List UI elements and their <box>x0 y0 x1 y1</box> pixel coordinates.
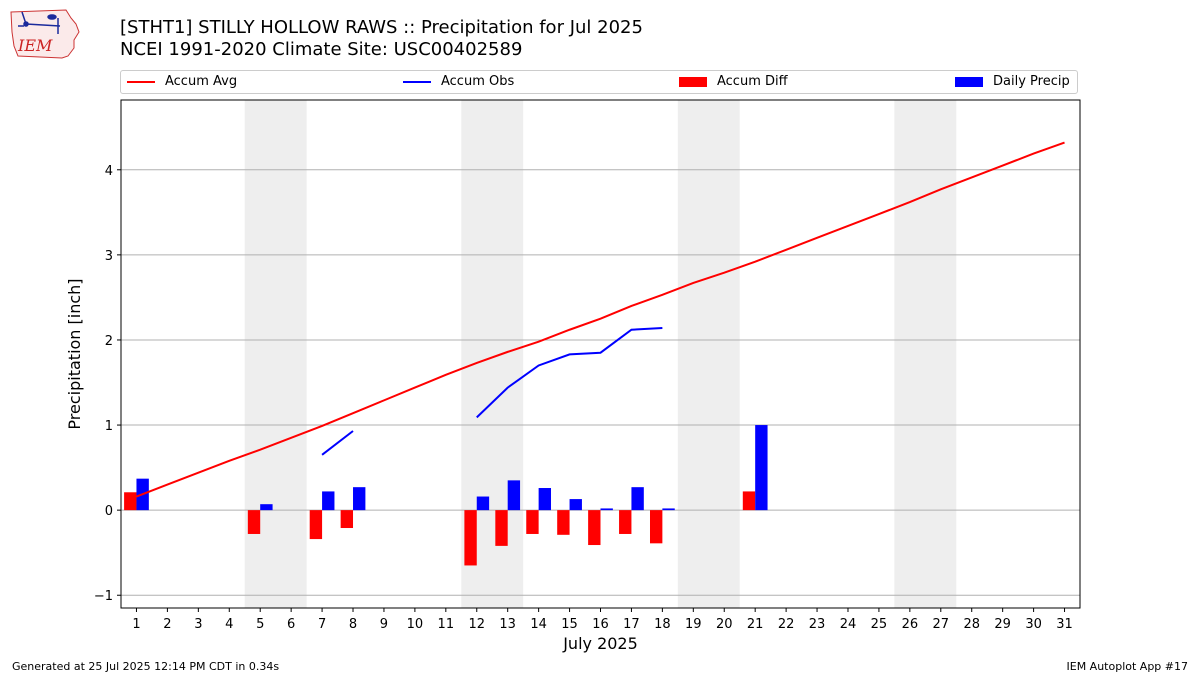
x-tick-label: 19 <box>685 617 702 632</box>
x-tick-label: 20 <box>716 617 733 632</box>
accum-diff-bar <box>309 510 323 540</box>
x-tick-label: 13 <box>499 617 516 632</box>
x-tick-label: 5 <box>256 617 264 632</box>
x-tick-label: 8 <box>349 617 357 632</box>
legend-swatch-daily-precip <box>955 76 983 87</box>
accum-diff-bar <box>619 510 632 534</box>
daily-precip-bar <box>662 508 675 511</box>
y-tick-label: −1 <box>94 589 113 604</box>
accum-diff-bar <box>742 491 756 511</box>
x-tick-label: 22 <box>778 617 795 632</box>
legend-item-accum-avg: Accum Avg <box>127 74 237 89</box>
accum-avg-line <box>136 141 1065 498</box>
x-tick-label: 27 <box>933 617 950 632</box>
legend-swatch-accum-avg <box>127 80 155 83</box>
x-tick-label: 15 <box>561 617 578 632</box>
accum-diff-bar <box>649 510 663 544</box>
accum-diff-bar <box>495 510 508 546</box>
legend-label-accum-avg: Accum Avg <box>165 74 238 89</box>
x-tick-label: 18 <box>654 617 671 632</box>
x-tick-label: 2 <box>163 617 171 632</box>
x-tick-label: 25 <box>871 617 888 632</box>
x-tick-label: 31 <box>1056 617 1073 632</box>
daily-precip-bar <box>476 496 490 511</box>
weekend-band-2 <box>677 100 740 608</box>
accum-diff-bar <box>247 510 261 534</box>
x-tick-label: 1 <box>132 617 140 632</box>
accum-diff-bar <box>464 510 477 566</box>
accum-diff-bar <box>588 510 601 546</box>
legend-label-accum-diff: Accum Diff <box>717 74 788 89</box>
x-tick-label: 12 <box>468 617 485 632</box>
daily-precip-bar <box>569 499 582 511</box>
accum-obs-line <box>476 327 663 419</box>
accum-obs-line <box>321 430 354 456</box>
x-tick-label: 28 <box>963 617 980 632</box>
x-tick-label: 30 <box>1025 617 1042 632</box>
x-tick-label: 11 <box>438 617 455 632</box>
weather-station-icon <box>18 11 61 34</box>
x-axis-label: July 2025 <box>562 634 638 653</box>
x-tick-label: 17 <box>623 617 640 632</box>
y-tick-label: 1 <box>105 419 113 434</box>
accum-diff-bar <box>557 510 570 535</box>
x-tick-label: 24 <box>840 617 857 632</box>
x-tick-label: 29 <box>994 617 1011 632</box>
accum-diff-bar <box>340 510 354 529</box>
legend-item-daily-precip: Daily Precip <box>955 74 1070 89</box>
logo-text: IEM <box>17 36 53 55</box>
chart-subtitle: NCEI 1991-2020 Climate Site: USC00402589 <box>120 39 523 60</box>
iem-logo: IEM <box>10 9 80 59</box>
footer-app: IEM Autoplot App #17 <box>1066 660 1189 673</box>
legend-swatch-accum-diff <box>679 76 707 87</box>
accum-diff-bar <box>526 510 539 534</box>
x-tick-label: 10 <box>407 617 424 632</box>
x-tick-label: 6 <box>287 617 295 632</box>
y-tick-label: 3 <box>105 249 113 264</box>
y-tick-label: 0 <box>105 504 113 519</box>
x-tick-label: 14 <box>530 617 547 632</box>
daily-precip-bar <box>631 487 644 511</box>
lines <box>136 141 1065 498</box>
x-tick-label: 7 <box>318 617 326 632</box>
legend-label-daily-precip: Daily Precip <box>993 74 1070 89</box>
legend-label-accum-obs: Accum Obs <box>441 74 515 89</box>
chart-title: [STHT1] STILLY HOLLOW RAWS :: Precipitat… <box>120 17 643 38</box>
daily-precip-bar <box>507 480 521 511</box>
y-axis-label: Precipitation [inch] <box>65 278 84 429</box>
weekend-band-3 <box>894 100 957 608</box>
x-tick-label: 3 <box>194 617 202 632</box>
x-tick-label: 23 <box>809 617 826 632</box>
footer-generated: Generated at 25 Jul 2025 12:14 PM CDT in… <box>12 660 280 673</box>
daily-precip-bar <box>353 487 366 511</box>
daily-precip-bar <box>260 504 273 511</box>
daily-precip-bar <box>755 425 768 511</box>
x-tick-label: 16 <box>592 617 609 632</box>
legend-item-accum-obs: Accum Obs <box>403 74 514 89</box>
x-tick-label: 4 <box>225 617 233 632</box>
legend-swatch-accum-obs <box>403 80 431 83</box>
iowa-state-outline <box>10 9 80 59</box>
x-tick-label: 9 <box>380 617 388 632</box>
daily-precip-bar <box>600 508 613 511</box>
weekend-shading <box>244 100 957 608</box>
y-gridlines <box>121 169 1080 596</box>
daily-precip-bar <box>322 491 335 511</box>
y-tick-label: 2 <box>105 334 113 349</box>
legend-item-accum-diff: Accum Diff <box>679 74 788 89</box>
chart-legend: Accum Avg Accum Obs Accum Diff Daily Pre… <box>120 70 1078 94</box>
x-tick-label: 26 <box>902 617 919 632</box>
daily-precip-bar <box>538 488 552 511</box>
accum-diff-bar <box>124 492 137 511</box>
y-tick-label: 4 <box>105 164 113 179</box>
x-tick-label: 21 <box>747 617 764 632</box>
bars <box>124 425 768 566</box>
